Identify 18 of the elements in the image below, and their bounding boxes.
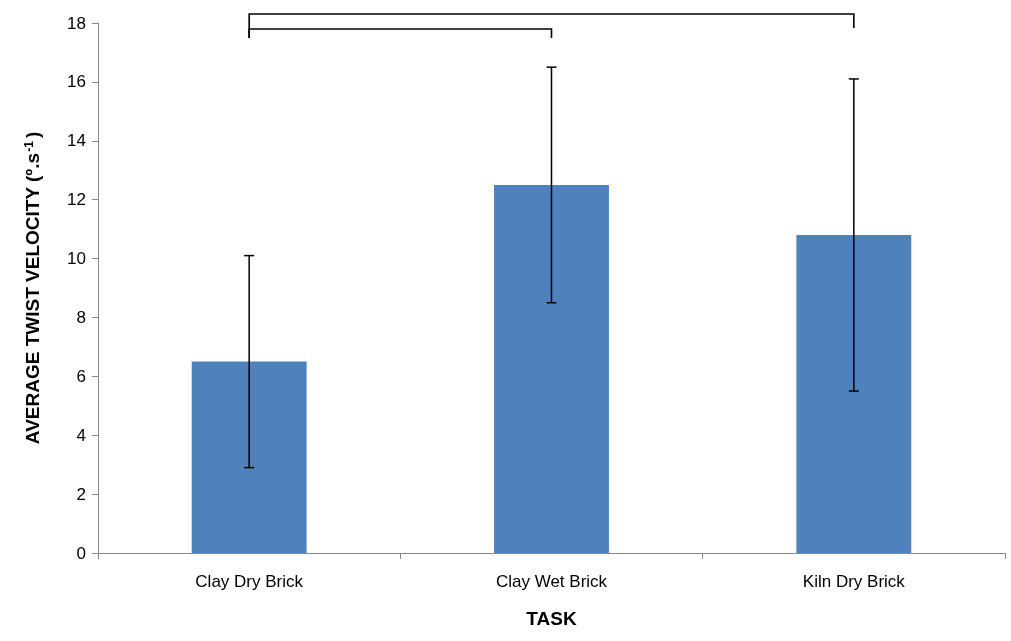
x-tick-label: Kiln Dry Brick — [802, 572, 906, 591]
y-tick-label: 18 — [67, 13, 86, 33]
bar — [494, 184, 609, 553]
y-tick-label: 8 — [76, 307, 86, 327]
y-tick-label: 16 — [67, 72, 86, 92]
y-axis-title: AVERAGE TWIST VELOCITY (º.s-1) — [22, 131, 43, 445]
x-tick-label: Clay Wet Brick — [495, 572, 608, 591]
bar — [796, 235, 912, 553]
x-axis-title: TASK — [526, 608, 577, 629]
x-tick-label: Clay Dry Brick — [195, 572, 304, 591]
bar — [191, 361, 307, 553]
y-tick-label: 2 — [76, 484, 86, 504]
y-tick-label: 0 — [76, 543, 86, 563]
y-tick-label: 14 — [67, 131, 86, 151]
y-tick-label: 6 — [76, 366, 86, 386]
y-tick-label: 4 — [76, 425, 86, 445]
y-tick-label: 12 — [67, 190, 86, 210]
y-tick-label: 10 — [67, 249, 86, 269]
